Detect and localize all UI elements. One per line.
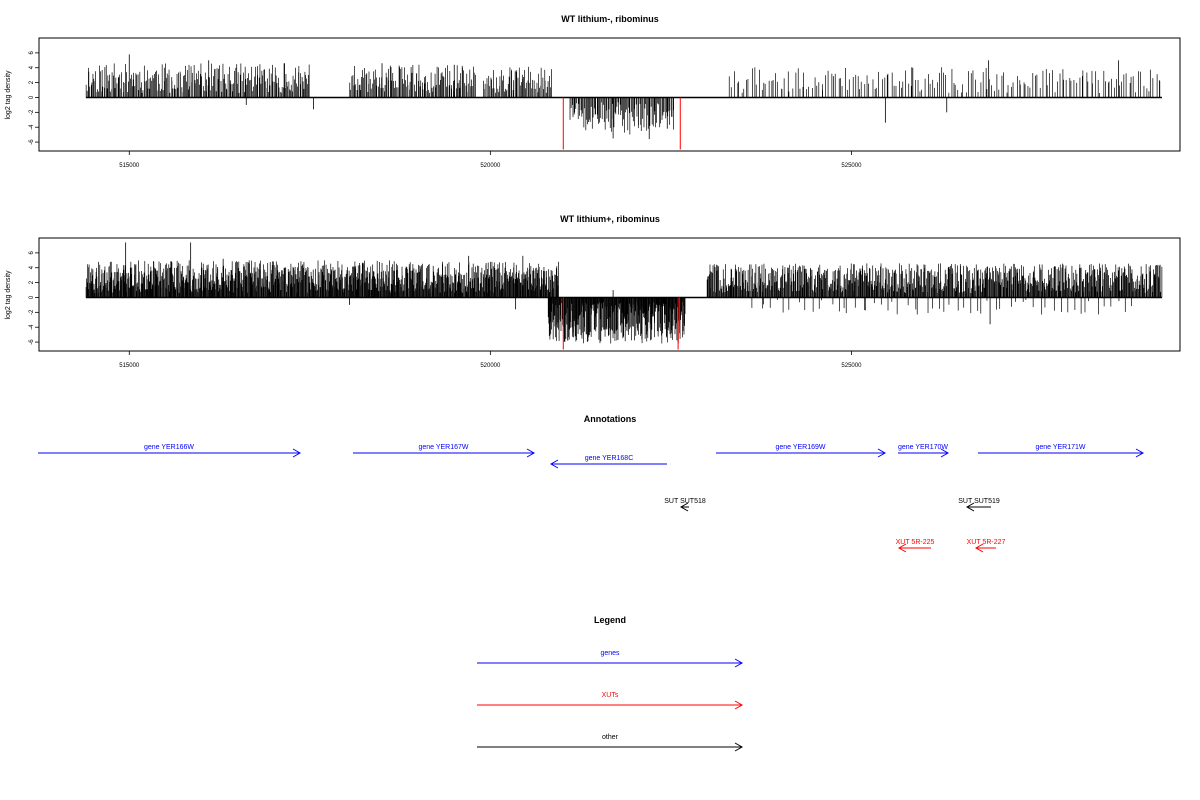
y-tick-label: 4 [29, 265, 35, 269]
x-axis: 515000 520000 525000 [119, 351, 862, 369]
annotation-label: gene YER170W [898, 444, 948, 451]
legend-label: other [602, 734, 619, 741]
x-axis: 515000 520000 525000 [119, 151, 862, 169]
annotation-arrow [353, 448, 536, 458]
y-axis: 6 4 2 0 -2 -4 -6 [29, 251, 39, 345]
x-tick-label: 525000 [841, 363, 862, 369]
y-tick-label: 0 [29, 295, 35, 299]
annotation-arrow [978, 448, 1145, 458]
annotation-arrow [679, 502, 689, 512]
annotation-arrow [897, 543, 931, 553]
annotation-arrow [974, 543, 996, 553]
panel-title: WT lithium+, ribominus [560, 214, 660, 224]
y-tick-label: -2 [29, 109, 35, 115]
annotation-label: gene YER166W [144, 444, 194, 451]
legend-section: Legend genes XUTs other [477, 615, 744, 752]
legend-arrow [477, 700, 744, 710]
legend-arrow [477, 658, 744, 668]
annotation-label: gene YER169W [775, 444, 825, 451]
annotations-title: Annotations [584, 414, 637, 424]
legend-label: XUTs [602, 692, 619, 699]
y-axis-label: log2 tag density [5, 70, 12, 120]
y-tick-label: 6 [29, 51, 35, 55]
y-tick-label: 2 [29, 280, 35, 284]
y-axis-label: log2 tag density [5, 270, 12, 320]
y-tick-label: -6 [29, 339, 35, 345]
annotation-arrow [898, 448, 950, 458]
annotation-label: XUT 5R-225 [896, 539, 935, 546]
annotation-label: gene YER171W [1035, 444, 1085, 451]
annotation-arrow [965, 502, 991, 512]
y-tick-label: 2 [29, 80, 35, 84]
annotation-arrow [549, 459, 667, 469]
x-tick-label: 520000 [480, 363, 501, 369]
x-tick-label: 515000 [119, 163, 140, 169]
x-tick-label: 525000 [841, 163, 862, 169]
track-panel-lithium-minus: WT lithium-, ribominus log2 tag density … [5, 14, 1181, 169]
y-axis: 6 4 2 0 -2 -4 -6 [29, 51, 39, 145]
annotations-section: Annotations gene YER166W gene YER167Wgene… [38, 414, 1145, 553]
y-tick-label: -4 [29, 324, 35, 330]
plot-frame [38, 237, 1181, 352]
plot-frame [38, 37, 1181, 152]
panel-title: WT lithium-, ribominus [561, 14, 659, 24]
annotation-label: gene YER167W [418, 444, 468, 451]
x-tick-label: 515000 [119, 363, 140, 369]
legend-arrow [477, 742, 744, 752]
y-tick-label: -4 [29, 124, 35, 130]
y-tick-label: 4 [29, 65, 35, 69]
y-tick-label: 6 [29, 251, 35, 255]
track-panel-lithium-plus: WT lithium+, ribominus log2 tag density … [5, 214, 1181, 369]
signal-bars [85, 242, 1163, 350]
annotation-label: XUT 5R-227 [967, 539, 1006, 546]
annotation-label: SUT SUT519 [958, 498, 1000, 505]
legend-label: genes [600, 650, 620, 657]
annotation-arrow [38, 448, 302, 458]
legend-title: Legend [594, 615, 626, 625]
annotation-features: gene YER166W gene YER167W gene YER168C gene… [38, 444, 1145, 553]
annotation-arrow [716, 448, 887, 458]
annotation-label: gene YER168C [585, 455, 634, 462]
annotation-label: SUT SUT518 [664, 498, 706, 505]
y-tick-label: -2 [29, 309, 35, 315]
legend-entries: genes XUTs other [477, 650, 744, 752]
x-tick-label: 520000 [480, 163, 501, 169]
signal-bars [85, 54, 1162, 150]
y-tick-label: -6 [29, 139, 35, 145]
y-tick-label: 0 [29, 95, 35, 99]
